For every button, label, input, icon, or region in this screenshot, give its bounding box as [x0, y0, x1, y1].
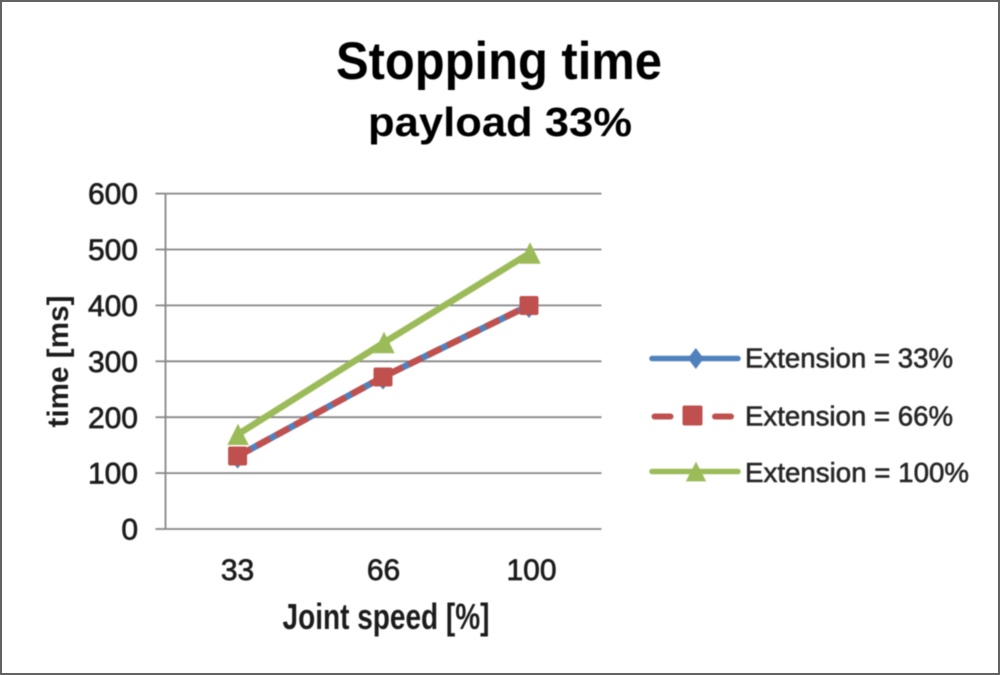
- svg-text:33: 33: [221, 554, 254, 587]
- svg-text:Extension = 66%: Extension = 66%: [745, 401, 953, 432]
- svg-text:100: 100: [88, 458, 138, 491]
- svg-text:300: 300: [88, 346, 138, 379]
- svg-text:400: 400: [88, 290, 138, 323]
- svg-text:600: 600: [88, 178, 138, 211]
- svg-text:Joint speed [%]: Joint speed [%]: [283, 596, 490, 637]
- svg-text:Extension = 100%: Extension = 100%: [745, 457, 969, 488]
- svg-text:500: 500: [88, 234, 138, 267]
- svg-text:Stopping time: Stopping time: [336, 32, 662, 91]
- svg-text:200: 200: [88, 402, 138, 435]
- svg-text:0: 0: [121, 514, 138, 547]
- svg-text:Extension = 33%: Extension = 33%: [745, 343, 953, 374]
- svg-text:payload 33%: payload 33%: [368, 99, 632, 145]
- svg-text:time [ms]: time [ms]: [42, 296, 75, 428]
- svg-text:66: 66: [367, 554, 400, 587]
- svg-text:100: 100: [506, 554, 556, 587]
